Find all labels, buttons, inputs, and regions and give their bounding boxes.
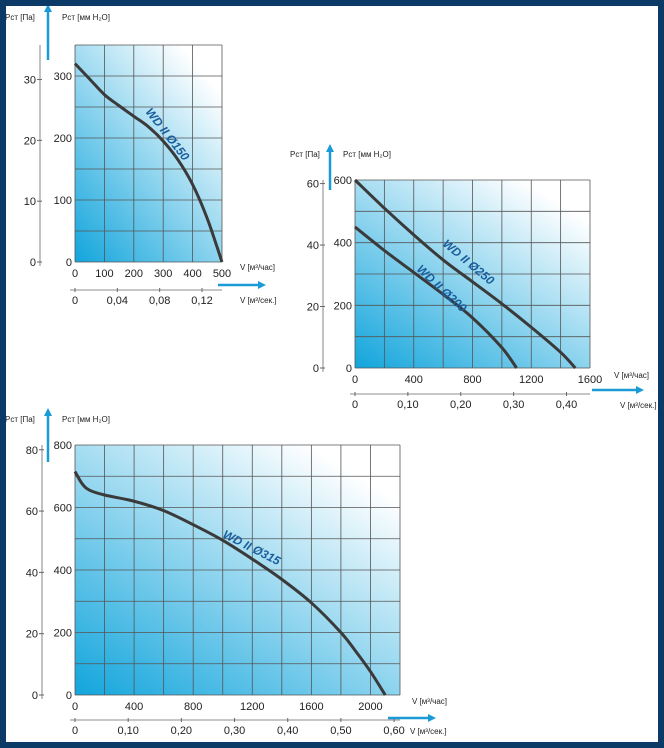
x2-tick-label: 0,04 xyxy=(107,295,128,307)
y2-tick-label: 40 xyxy=(307,240,319,252)
x2-axis-label: V [м³/сек.] xyxy=(240,296,277,305)
x-tick-label: 300 xyxy=(154,268,172,280)
y2-tick-label: 0 xyxy=(313,363,319,375)
y-axis-label-inner: Pст [мм H₂O] xyxy=(62,415,110,424)
x2-tick-label: 0,10 xyxy=(117,725,138,737)
y2-tick-label: 20 xyxy=(24,135,36,147)
x2-tick-label: 0,30 xyxy=(503,399,524,411)
y-tick-label: 200 xyxy=(334,300,352,312)
x2-axis-label: V [м³/сек.] xyxy=(620,401,657,410)
x-axis-label: V [м³/час] xyxy=(240,263,275,272)
x2-tick-label: 0,20 xyxy=(450,399,471,411)
x-tick-label: 1200 xyxy=(240,701,264,713)
y2-tick-label: 0 xyxy=(32,690,38,702)
chart-frame: 0 100 200 300 0 10 20 30 0 100 200 300 400 500 0 0,04 0,… xyxy=(6,6,658,742)
y2-tick-label: 60 xyxy=(307,179,319,191)
x2-tick-label: 0 xyxy=(72,295,78,307)
y-tick-label: 400 xyxy=(334,238,352,250)
x2-tick-label: 0,60 xyxy=(383,725,404,737)
y2-tick-label: 20 xyxy=(307,302,319,314)
series-curve xyxy=(354,225,518,369)
y-tick-label: 300 xyxy=(54,71,72,83)
y-tick-label: 0 xyxy=(66,690,72,702)
y-tick-label: 0 xyxy=(346,363,352,375)
y2-tick-label: 80 xyxy=(26,445,38,457)
x-tick-label: 1600 xyxy=(299,701,323,713)
y-tick-label: 600 xyxy=(334,175,352,187)
x2-tick-label: 0,10 xyxy=(397,399,418,411)
y2-tick-label: 10 xyxy=(24,196,36,208)
y2-tick-label: 0 xyxy=(30,257,36,269)
y-tick-label: 800 xyxy=(54,440,72,452)
x-tick-label: 1200 xyxy=(519,374,543,386)
x2-tick-label: 0,20 xyxy=(171,725,192,737)
y-axis-label-inner: Pст [мм H₂O] xyxy=(343,150,391,159)
x2-tick-label: 0,50 xyxy=(330,725,351,737)
x-tick-label: 500 xyxy=(213,268,231,280)
y-tick-label: 400 xyxy=(54,565,72,577)
x2-tick-label: 0,30 xyxy=(224,725,245,737)
x-tick-label: 800 xyxy=(463,374,481,386)
y-axis-label-outer: Pст [Па] xyxy=(6,415,35,424)
x-axis-label: V [м³/час] xyxy=(412,697,447,706)
x-tick-label: 800 xyxy=(184,701,202,713)
series-curve xyxy=(353,178,577,370)
x-tick-label: 0 xyxy=(72,268,78,280)
y-tick-label: 200 xyxy=(54,133,72,145)
x-tick-label: 0 xyxy=(72,701,78,713)
y2-tick-label: 30 xyxy=(24,75,36,87)
series-curve xyxy=(73,62,224,263)
x-axis-label: V [м³/час] xyxy=(614,371,649,380)
y2-tick-label: 20 xyxy=(26,629,38,641)
x-tick-label: 1600 xyxy=(578,374,602,386)
x-tick-label: 100 xyxy=(95,268,113,280)
y-axis-label-inner: Pст [мм H₂O] xyxy=(62,13,110,22)
y-tick-label: 600 xyxy=(54,503,72,515)
series-curve xyxy=(73,470,387,696)
x2-tick-label: 0,40 xyxy=(556,399,577,411)
x-tick-label: 400 xyxy=(125,701,143,713)
x-tick-label: 400 xyxy=(183,268,201,280)
x2-tick-label: 0 xyxy=(72,725,78,737)
y-tick-label: 0 xyxy=(66,257,72,269)
y-tick-label: 200 xyxy=(54,628,72,640)
y-tick-label: 100 xyxy=(54,195,72,207)
plot-area xyxy=(75,45,222,262)
y-axis-label-outer: Pст [Па] xyxy=(290,150,320,159)
y2-tick-label: 60 xyxy=(26,506,38,518)
y-axis-label-outer: Pст [Па] xyxy=(6,13,35,22)
x-tick-label: 2000 xyxy=(358,701,382,713)
x-tick-label: 0 xyxy=(352,374,358,386)
y2-tick-label: 40 xyxy=(26,567,38,579)
x-tick-label: 400 xyxy=(405,374,423,386)
x2-axis-label: V [м³/сек.] xyxy=(410,727,447,736)
x2-tick-label: 0 xyxy=(352,399,358,411)
x2-tick-label: 0,12 xyxy=(191,295,212,307)
x2-tick-label: 0,40 xyxy=(277,725,298,737)
x2-tick-label: 0,08 xyxy=(149,295,170,307)
x-tick-label: 200 xyxy=(125,268,143,280)
